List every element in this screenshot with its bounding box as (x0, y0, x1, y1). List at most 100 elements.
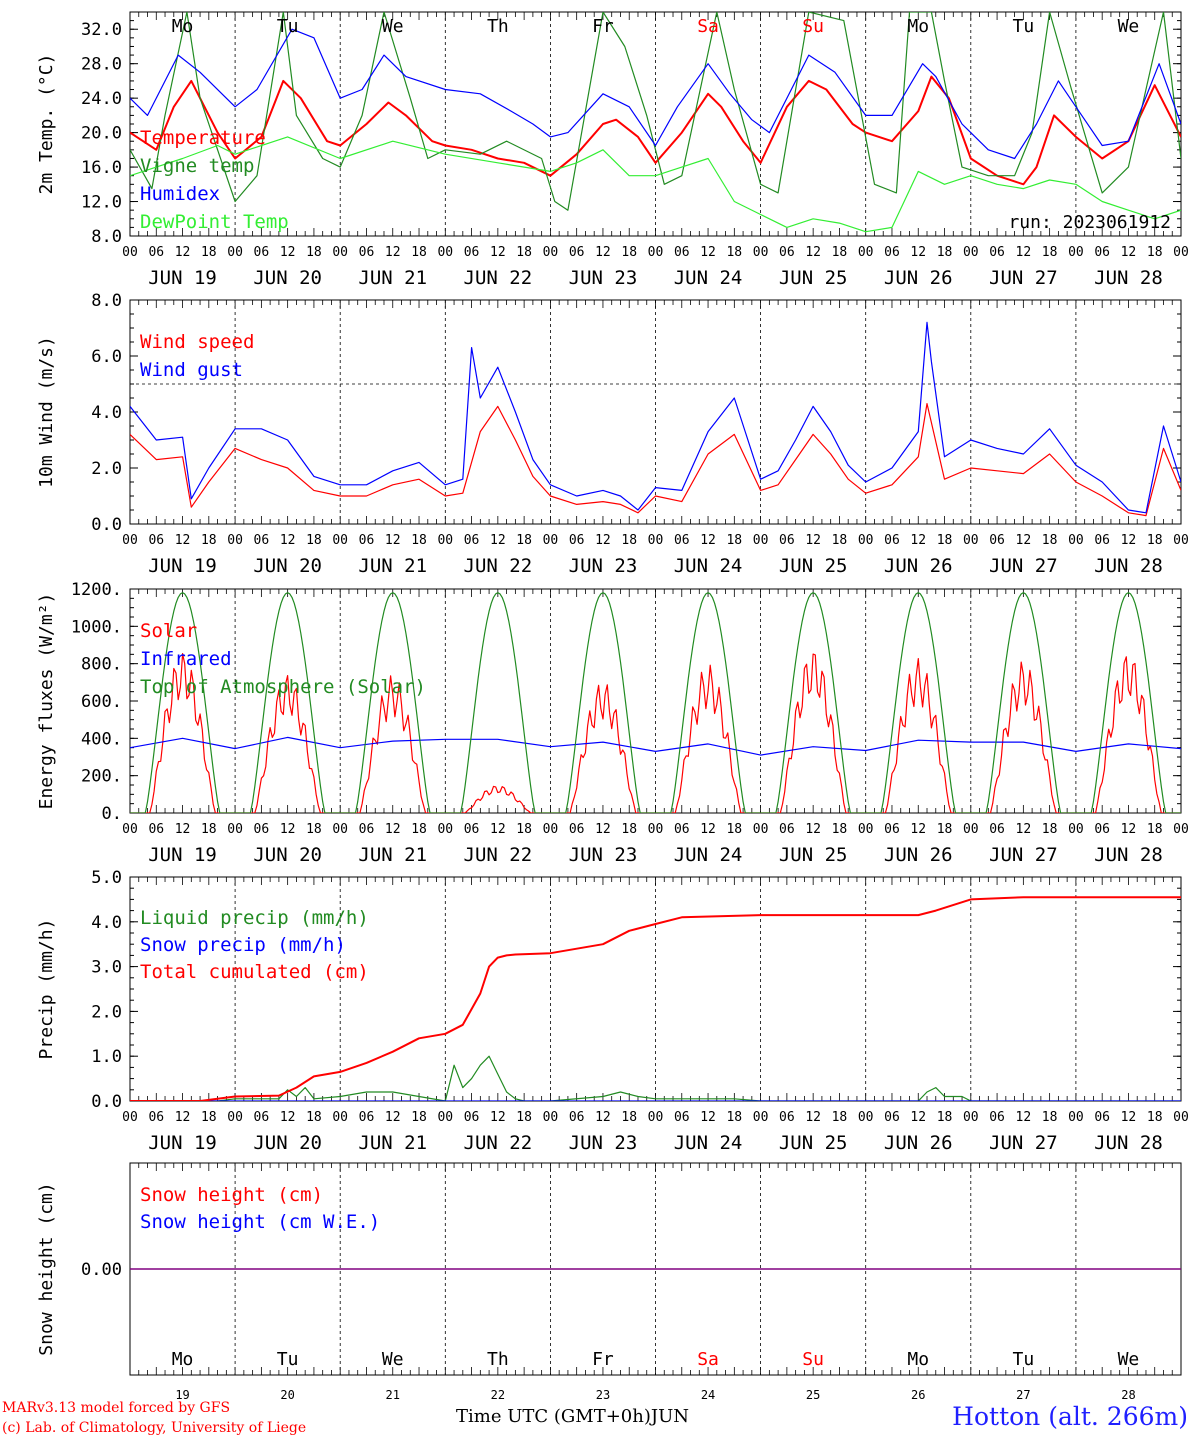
hour-label: 06 (674, 822, 690, 837)
day-label: JUN 21 (358, 1132, 427, 1154)
y-axis-label: 10m Wind (m/s) (36, 336, 57, 488)
hour-label: 00 (753, 533, 769, 548)
hour-label: 18 (1147, 822, 1163, 837)
y-tick-label: 400. (81, 729, 122, 749)
hour-label: 00 (543, 1110, 559, 1125)
station-name: Hotton (alt. 266m) (952, 1402, 1188, 1431)
day-label: JUN 20 (253, 1132, 322, 1154)
hour-label: 06 (359, 1110, 375, 1125)
weekday-label: Mo (907, 16, 929, 37)
legend-entry: Snow height (cm W.E.) (140, 1211, 380, 1233)
day-label: JUN 25 (779, 267, 848, 289)
hour-label: 12 (385, 245, 401, 260)
hour-label: 18 (201, 245, 217, 260)
hour-label: 12 (910, 533, 926, 548)
hour-label: 06 (884, 533, 900, 548)
panel-2: 0.0 2.0 4.0 6.0 8.0 10m Wind (m/s) 00 06 12 18 00 0… (36, 291, 1189, 577)
hour-label: 12 (385, 1110, 401, 1125)
y-tick-label: 6.0 (91, 347, 122, 367)
day-label: JUN 27 (989, 844, 1058, 866)
legend-entry: Total cumulated (cm) (140, 961, 369, 983)
hour-label: 18 (306, 1110, 322, 1125)
hour-label: 12 (805, 822, 821, 837)
weekday-label: Fr (592, 1349, 614, 1370)
y-axis-label: Snow height (cm) (36, 1182, 57, 1355)
day-label: JUN 28 (1094, 555, 1163, 577)
weekday-label: We (1118, 16, 1140, 37)
weekday-label: Fr (592, 16, 614, 37)
panel-3: 0. 200. 400. 600. 800. 1000. 1200. Energy fluxe… (36, 580, 1189, 866)
hour-label: 00 (1068, 245, 1084, 260)
x-axis-title: Time UTC (GMT+0h)JUN (456, 1406, 690, 1427)
hour-label: 12 (910, 245, 926, 260)
hour-label: 06 (464, 533, 480, 548)
hour-label: 18 (516, 822, 532, 837)
hour-label: 18 (1042, 533, 1058, 548)
y-tick-label: 32.0 (81, 20, 122, 40)
hour-label: 00 (1173, 533, 1189, 548)
bottom-day-number: 28 (1121, 1388, 1135, 1402)
hour-label: 00 (1068, 822, 1084, 837)
hour-label: 00 (648, 1110, 664, 1125)
y-tick-label: 200. (81, 767, 122, 787)
hour-label: 06 (569, 533, 585, 548)
y-axis-label: 2m Temp. (°C) (36, 54, 57, 195)
y-tick-label: 3.0 (91, 958, 122, 978)
hour-label: 06 (148, 822, 164, 837)
hour-label: 18 (201, 1110, 217, 1125)
hour-label: 18 (937, 533, 953, 548)
day-label: JUN 23 (569, 1132, 638, 1154)
hour-label: 12 (700, 1110, 716, 1125)
day-label: JUN 19 (148, 555, 217, 577)
legend-entry: Snow precip (mm/h) (140, 934, 346, 956)
weekday-label: Mo (172, 1349, 194, 1370)
weekday-label: Th (487, 1349, 509, 1370)
bottom-day-number: 20 (280, 1388, 294, 1402)
hour-label: 12 (805, 1110, 821, 1125)
legend-entry: Humidex (140, 183, 220, 205)
hour-label: 00 (1173, 245, 1189, 260)
hour-label: 00 (858, 533, 874, 548)
hour-label: 00 (332, 533, 348, 548)
series-line (130, 736, 1181, 756)
hour-label: 12 (805, 533, 821, 548)
y-tick-label: 8.0 (91, 227, 122, 247)
weekday-label: Sa (697, 1349, 719, 1370)
hour-label: 00 (543, 245, 559, 260)
day-label: JUN 21 (358, 844, 427, 866)
hour-label: 06 (464, 245, 480, 260)
bottom-day-number: 23 (596, 1388, 610, 1402)
hour-label: 00 (437, 245, 453, 260)
hour-label: 18 (516, 533, 532, 548)
day-label: JUN 19 (148, 1132, 217, 1154)
hour-label: 12 (595, 822, 611, 837)
hour-label: 18 (621, 1110, 637, 1125)
hour-label: 00 (437, 533, 453, 548)
hour-label: 18 (1042, 1110, 1058, 1125)
hour-label: 12 (700, 533, 716, 548)
weekday-label: We (1118, 1349, 1140, 1370)
weekday-label: Mo (907, 1349, 929, 1370)
hour-label: 00 (227, 1110, 243, 1125)
day-label: JUN 28 (1094, 267, 1163, 289)
hour-label: 06 (779, 245, 795, 260)
hour-label: 00 (332, 245, 348, 260)
hour-label: 06 (254, 822, 270, 837)
hour-label: 12 (1121, 822, 1137, 837)
day-label: JUN 26 (884, 1132, 953, 1154)
legend-entry: Liquid precip (mm/h) (140, 907, 369, 929)
hour-label: 00 (1173, 1110, 1189, 1125)
series-line (130, 896, 1181, 1101)
series-line (130, 136, 1181, 233)
weekday-label: Tu (1013, 16, 1035, 37)
day-label: JUN 25 (779, 555, 848, 577)
hour-label: 06 (254, 533, 270, 548)
hour-label: 00 (753, 1110, 769, 1125)
hour-label: 12 (595, 533, 611, 548)
hour-label: 18 (726, 533, 742, 548)
hour-label: 00 (1068, 533, 1084, 548)
hour-label: 06 (779, 822, 795, 837)
hour-label: 18 (411, 245, 427, 260)
hour-label: 06 (464, 1110, 480, 1125)
y-tick-label: 0.0 (91, 1092, 122, 1112)
